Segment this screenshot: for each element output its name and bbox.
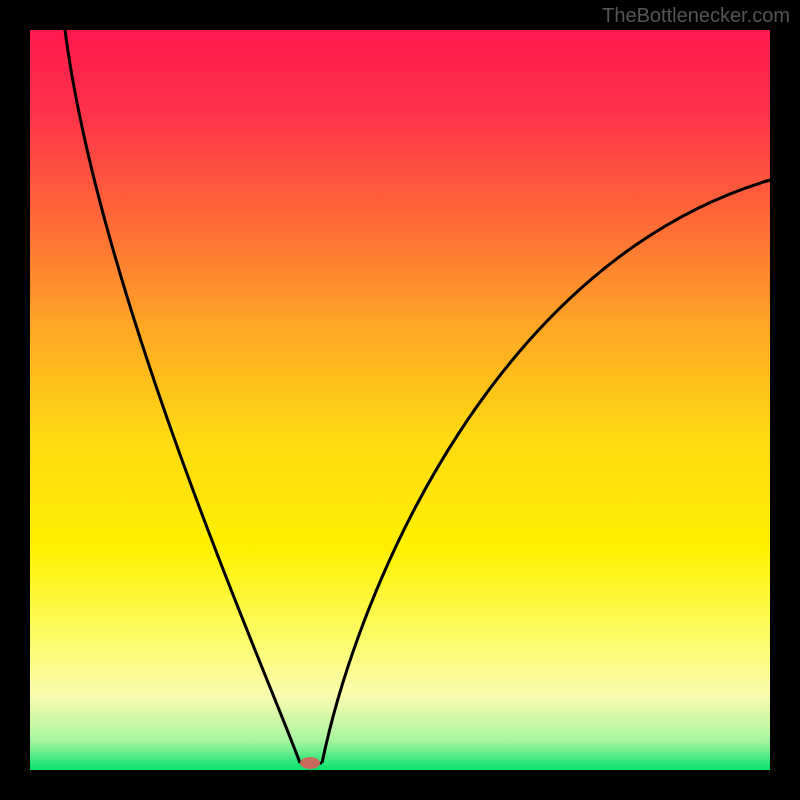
optimum-marker bbox=[300, 757, 320, 769]
bottleneck-chart bbox=[0, 0, 800, 800]
plot-background bbox=[30, 30, 770, 770]
chart-container: TheBottlenecker.com bbox=[0, 0, 800, 800]
watermark-text: TheBottlenecker.com bbox=[602, 5, 790, 28]
